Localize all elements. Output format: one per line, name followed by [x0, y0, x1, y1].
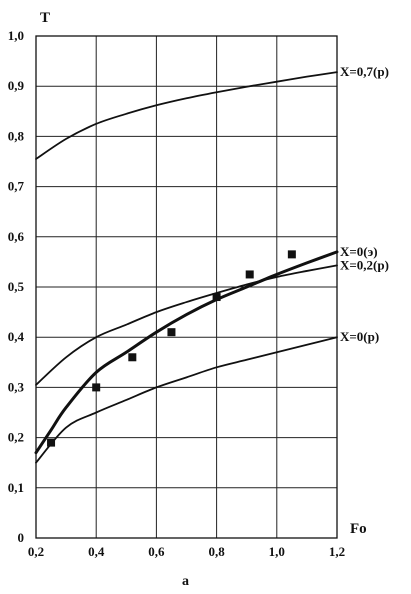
- data-point: [167, 328, 176, 337]
- series-line: [35, 336, 338, 464]
- y-tick-label: 0,1: [8, 480, 24, 495]
- data-point: [287, 250, 296, 259]
- curve-label: X=0,7(р): [340, 64, 389, 79]
- grid: [35, 35, 338, 539]
- curve-label: X=0(э): [340, 244, 378, 259]
- plot-frame: [35, 35, 338, 539]
- y-tick-label: 0,6: [8, 229, 25, 244]
- y-tick-label: 0,4: [8, 329, 25, 344]
- curve-labels: X=0,7(р) X=0(э)X=0,2(р) X=0(р): [340, 64, 389, 344]
- series-line: [35, 71, 338, 160]
- y-tick-label: 1,0: [8, 28, 24, 43]
- y-axis-title: T: [40, 10, 50, 26]
- data-point: [128, 353, 137, 362]
- data-point: [212, 293, 221, 302]
- data-point: [245, 270, 254, 279]
- x-axis-title: Fo: [350, 521, 367, 537]
- y-tick-label: 0,9: [8, 78, 25, 93]
- data-point: [47, 438, 56, 447]
- x-tick-label: 1,0: [269, 544, 285, 559]
- x-tick-label: 0,4: [88, 544, 105, 559]
- series-line: [34, 250, 339, 455]
- y-tick-label: 0,7: [8, 179, 25, 194]
- curve-label: X=0(р): [340, 329, 379, 344]
- x-tick-label: 0,6: [148, 544, 165, 559]
- y-tick-label: 0: [18, 530, 25, 545]
- x-tick-label: 0,2: [28, 544, 44, 559]
- y-tick-label: 0,3: [8, 379, 25, 394]
- x-tick-label: 0,8: [208, 544, 225, 559]
- x-tick-label: 1,2: [329, 544, 345, 559]
- curve-label: X=0,2(р): [340, 257, 389, 272]
- tick-labels: 0,2 0,4 0,6 0,8 1,0 1,2 0 0,1 0,2 0,3 0,4 0,5 0,6 0,7…: [8, 28, 345, 559]
- y-tick-label: 0,2: [8, 430, 24, 445]
- data-point: [92, 383, 101, 392]
- data-points: [47, 250, 296, 447]
- figure-caption: а: [182, 574, 189, 589]
- curves: [34, 71, 339, 464]
- y-tick-label: 0,8: [8, 128, 25, 143]
- series-line: [35, 264, 338, 386]
- y-tick-label: 0,5: [8, 279, 25, 294]
